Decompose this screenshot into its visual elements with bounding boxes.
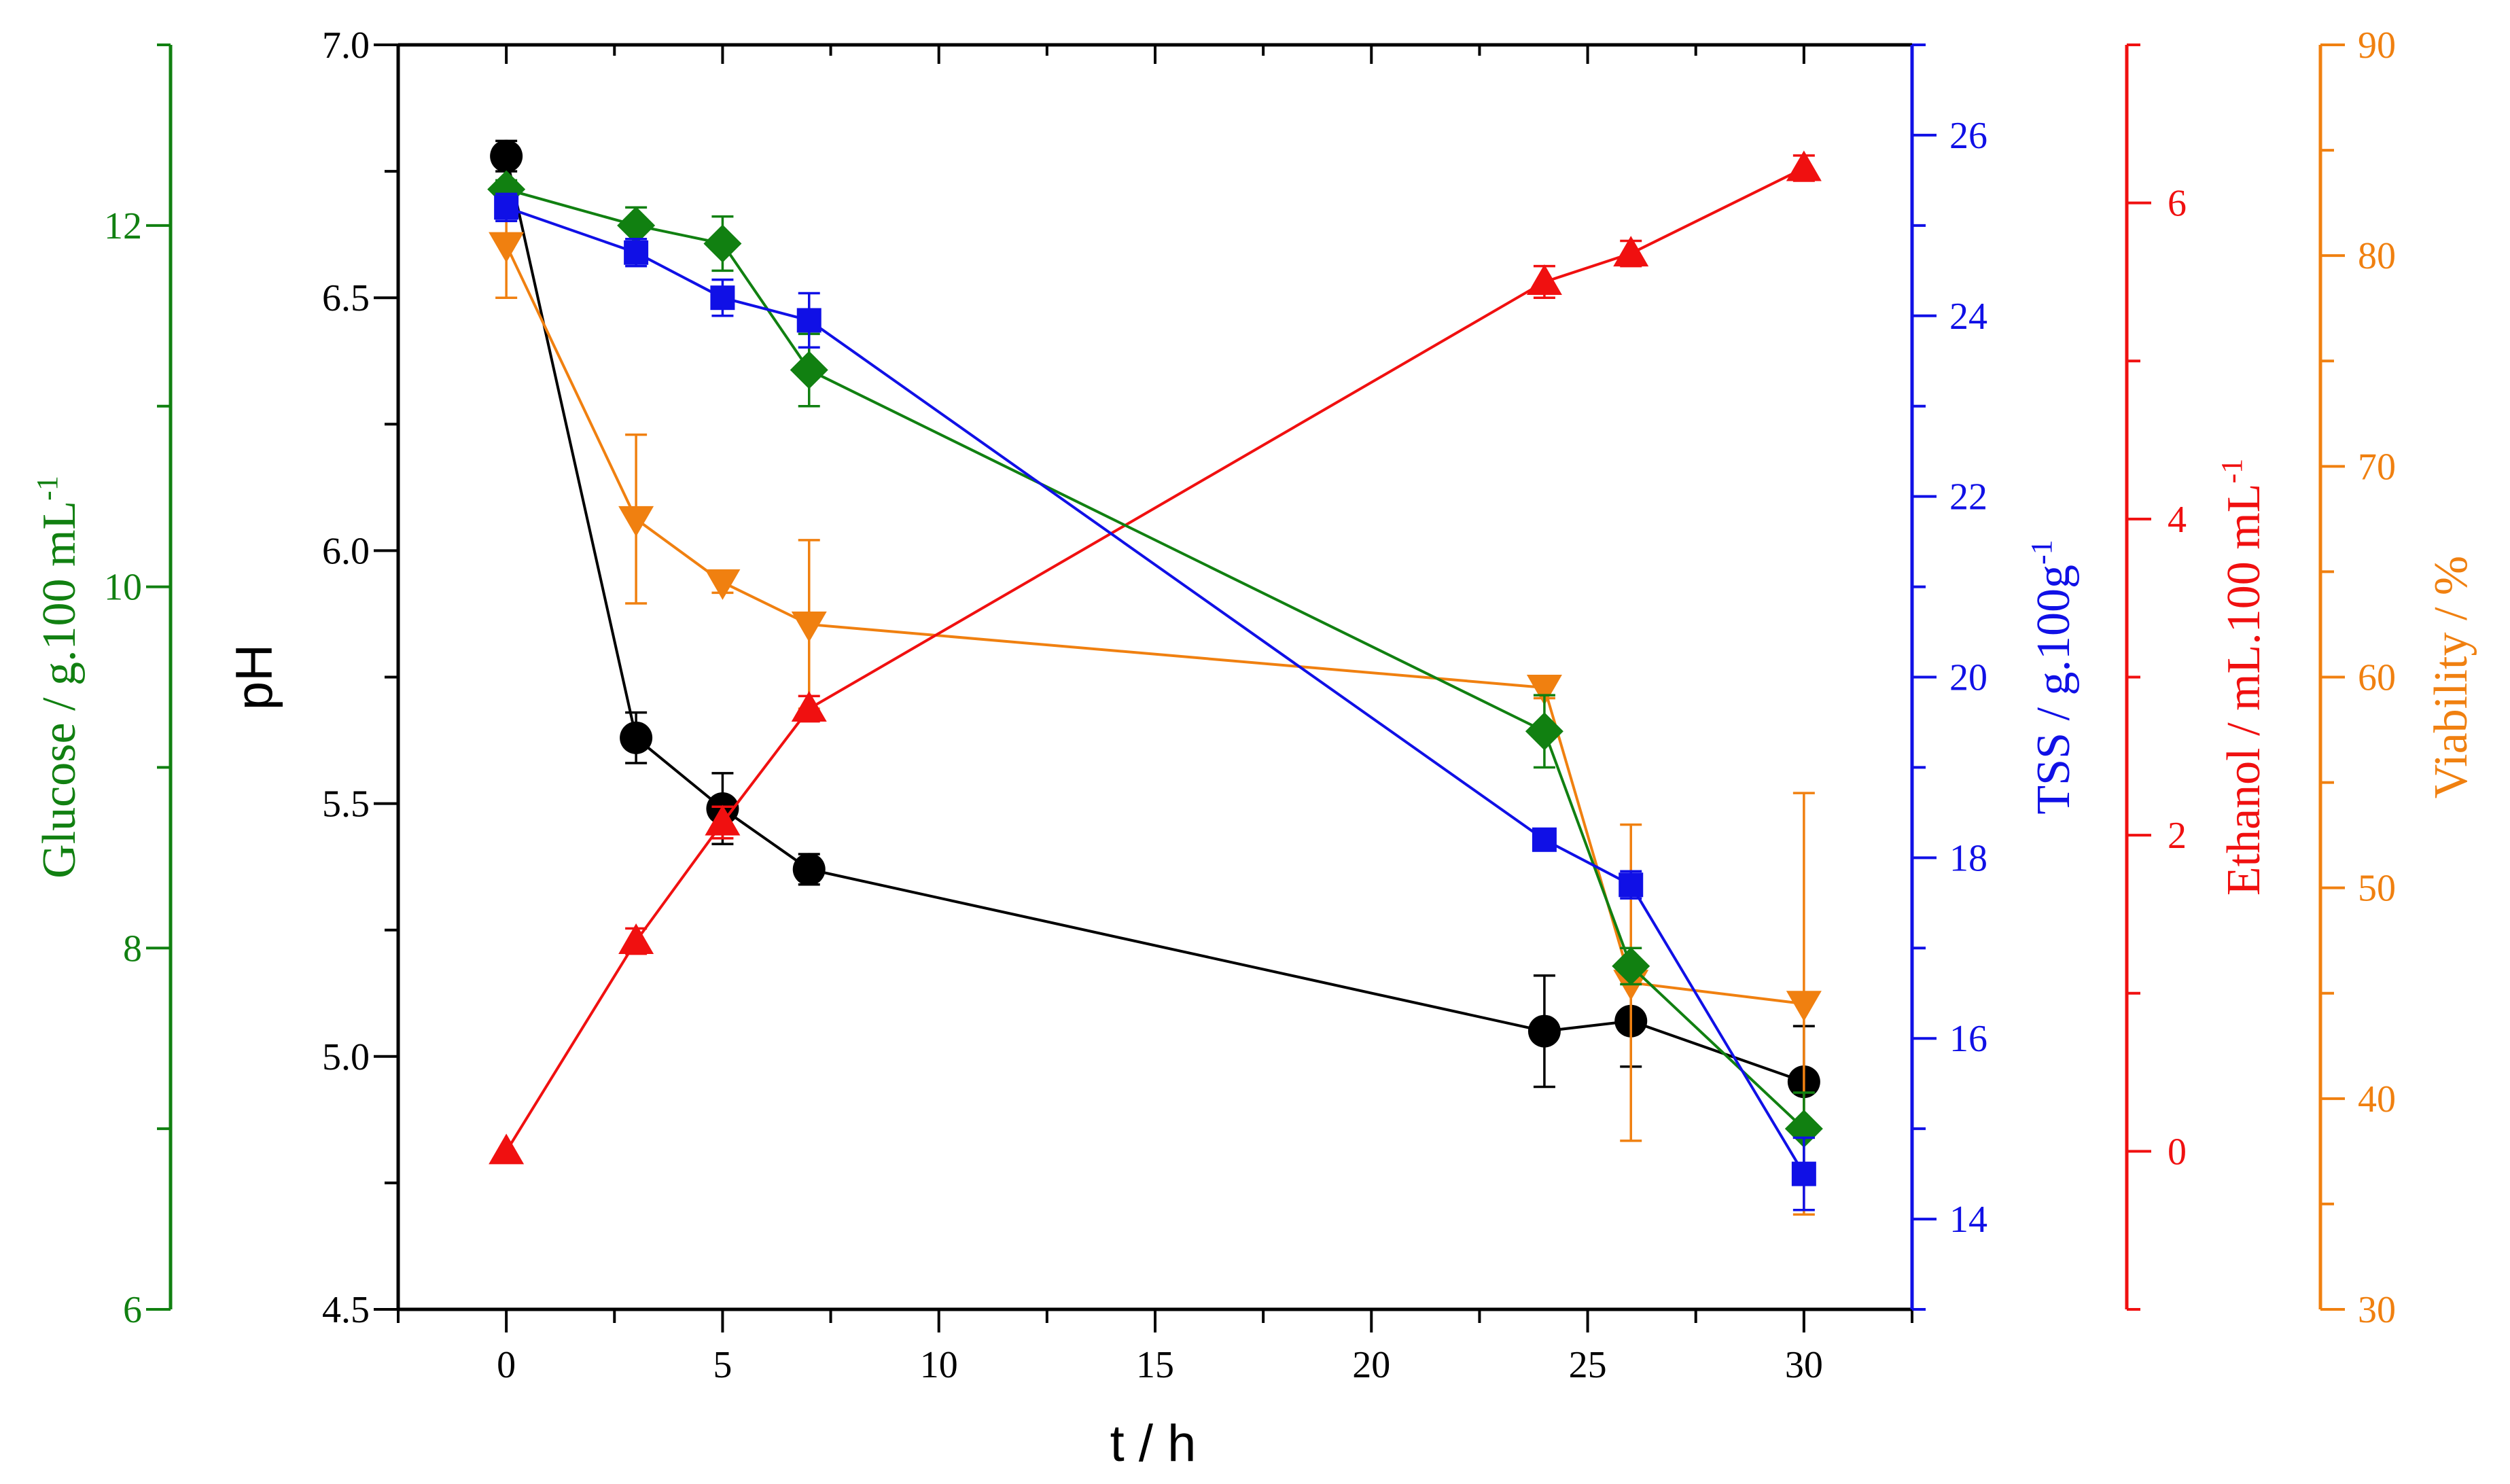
ph-point — [490, 139, 523, 173]
tss-tick-label: 26 — [1949, 115, 1987, 157]
glucose-point — [1525, 712, 1563, 751]
viability-point — [618, 506, 654, 537]
ph-tick-label: 7.0 — [322, 24, 370, 67]
viability-tick-label: 40 — [2358, 1078, 2396, 1120]
glucose-tick-label: 12 — [104, 205, 142, 247]
ethanol-point — [1526, 264, 1562, 295]
ethanol-axis-title-sup: -1 — [2215, 459, 2248, 484]
ph-axis-title: pH — [226, 644, 283, 710]
ph-point — [620, 721, 653, 754]
ph-tick-label: 4.5 — [322, 1289, 370, 1331]
tss-point — [1619, 872, 1644, 898]
glucose-line — [506, 188, 1805, 1130]
ethanol-series — [489, 150, 1822, 1165]
tss-tick-label: 16 — [1949, 1018, 1987, 1060]
viability-point — [791, 611, 827, 642]
ethanol-axis-title: Ethanol / mL.100 mL-1 — [2215, 459, 2270, 896]
glucose-point — [703, 224, 742, 263]
glucose-point — [1612, 947, 1650, 985]
ethanol-point — [618, 923, 654, 954]
glucose-point — [790, 351, 828, 389]
ph-line — [505, 156, 1805, 1083]
x-tick-label: 25 — [1569, 1344, 1607, 1386]
glucose-axis-title-sup: -1 — [31, 476, 64, 501]
glucose-series — [487, 170, 1823, 1167]
ethanol-line — [505, 166, 1805, 1152]
ph-point — [792, 853, 826, 886]
ph-series — [490, 139, 1820, 1139]
plot-frame — [396, 43, 1912, 1311]
tss-tick-label: 14 — [1949, 1199, 1987, 1241]
tss-line — [506, 206, 1805, 1175]
tss-tick-label: 22 — [1949, 476, 1987, 518]
ph-tick-label: 6.5 — [322, 277, 370, 319]
ph-tick-label: 5.0 — [322, 1036, 370, 1078]
viability-axis-title-main: Viability / % — [2425, 556, 2477, 798]
viability-point — [489, 232, 525, 263]
tss-series — [494, 192, 1816, 1212]
tss-point — [1791, 1161, 1816, 1186]
tss-tick-label: 18 — [1949, 837, 1987, 879]
tss-tick-label: 20 — [1949, 657, 1987, 699]
viability-line — [505, 244, 1805, 1006]
tss-point — [796, 308, 821, 333]
x-tick-label: 5 — [713, 1344, 732, 1386]
viability-axis-title: Viability / % — [2425, 556, 2477, 798]
x-tick-label: 30 — [1785, 1344, 1823, 1386]
viability-series — [489, 191, 1822, 1216]
ethanol-point — [1613, 236, 1649, 267]
glucose-tick-label: 8 — [123, 928, 142, 970]
ph-tick-label: 5.5 — [322, 783, 370, 826]
viability-tick-label: 80 — [2358, 235, 2396, 277]
ethanol-tick-label: 6 — [2168, 183, 2187, 225]
ethanol-point — [705, 805, 741, 836]
ethanol-point — [1786, 150, 1822, 181]
tss-point — [710, 285, 735, 311]
glucose-tick-label: 10 — [104, 567, 142, 609]
ethanol-point — [489, 1133, 525, 1165]
ethanol-tick-label: 4 — [2168, 499, 2187, 541]
tss-tick-label: 24 — [1949, 296, 1987, 338]
series-group — [487, 139, 1823, 1216]
viability-tick-label: 60 — [2358, 657, 2396, 699]
ethanol-axis-title-main: Ethanol / mL.100 mL — [2218, 484, 2270, 896]
tss-axis-title-main: TSS / g.100g — [2028, 565, 2080, 815]
ethanol-tick-label: 2 — [2168, 815, 2187, 857]
tss-axis-title: TSS / g.100g-1 — [2025, 540, 2080, 814]
ph-tick-label: 6.0 — [322, 530, 370, 572]
viability-point — [705, 569, 741, 600]
x-tick-label: 10 — [920, 1344, 958, 1386]
axes-group: 0 5 10 15 20 25 30t / h4.55.05.56.06.57.0pH681… — [31, 24, 2477, 1472]
x-tick-label: 15 — [1136, 1344, 1174, 1386]
viability-tick-label: 90 — [2358, 24, 2396, 67]
viability-tick-label: 30 — [2358, 1289, 2396, 1331]
glucose-axis-title-main: Glucose / g.100 mL — [33, 501, 86, 879]
viability-tick-label: 70 — [2358, 446, 2396, 488]
tss-point — [624, 240, 649, 265]
ethanol-tick-label: 0 — [2168, 1131, 2187, 1173]
ph-point — [1527, 1014, 1561, 1048]
x-axis-title: t / h — [1110, 1415, 1197, 1472]
viability-tick-label: 50 — [2358, 868, 2396, 910]
viability-point — [1786, 991, 1822, 1022]
glucose-tick-label: 6 — [123, 1289, 142, 1331]
ethanol-point — [791, 691, 827, 722]
x-tick-label: 0 — [497, 1344, 516, 1386]
tss-point — [1532, 827, 1557, 852]
glucose-point — [617, 206, 656, 245]
tss-axis-title-sup: -1 — [2025, 540, 2058, 565]
x-tick-label: 20 — [1352, 1344, 1390, 1386]
tss-point — [494, 195, 519, 220]
viability-point — [1526, 675, 1562, 706]
glucose-axis-title: Glucose / g.100 mL-1 — [31, 476, 86, 879]
